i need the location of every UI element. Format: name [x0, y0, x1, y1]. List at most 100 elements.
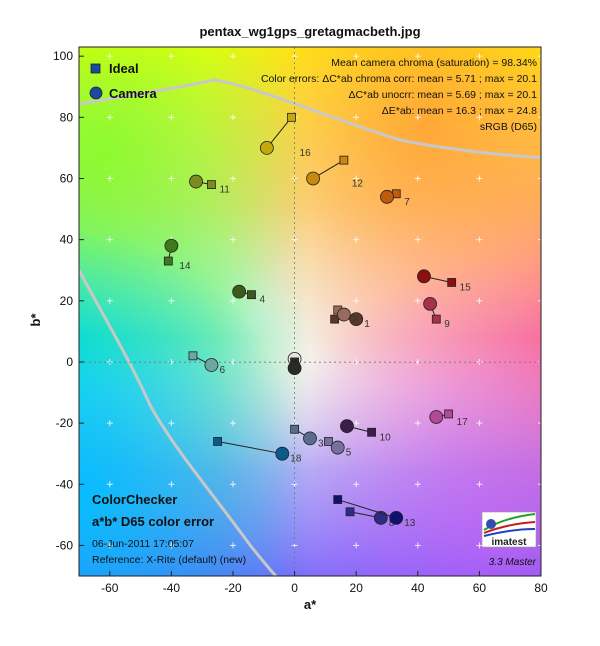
camera-marker	[189, 174, 203, 189]
grid-cross	[106, 420, 113, 427]
legend-ideal-label: Ideal	[109, 61, 139, 76]
y-tick-label: -60	[56, 538, 74, 552]
info-line-2: Color errors: ΔC*ab chroma corr: mean = …	[261, 73, 537, 85]
patch-14: 14	[163, 238, 191, 272]
ideal-marker	[324, 437, 333, 446]
x-axis-label: a*	[304, 597, 317, 612]
y-axis-ticks: -60 -40 -20 0 20 40 60 80 100	[53, 49, 84, 552]
bottom-left-caption: ColorChecker a*b* D65 color error 06-Jun…	[92, 492, 246, 566]
grid-cross	[168, 420, 175, 427]
grid-cross	[106, 114, 113, 121]
camera-marker	[429, 410, 444, 424]
grid-cross	[414, 236, 421, 243]
grid-cross	[476, 236, 483, 243]
grid-cross	[353, 420, 360, 427]
ideal-marker	[213, 437, 223, 446]
y-tick-label: 0	[66, 355, 73, 369]
camera-marker	[204, 358, 219, 372]
grid-cross	[538, 175, 541, 182]
patch-label: 4	[259, 295, 265, 306]
x-tick-label: -20	[224, 581, 242, 595]
grid-cross	[414, 420, 421, 427]
plot-background-violet	[79, 47, 541, 576]
patch-15: 15	[417, 269, 472, 293]
caption-date: 06-Jun-2011 17:05:07	[92, 538, 194, 550]
grid-cross	[538, 297, 541, 304]
patch-label: 15	[460, 282, 472, 293]
grid-cross	[476, 53, 483, 60]
patch-8: 8	[345, 507, 395, 529]
grid-cross	[168, 481, 175, 488]
y-tick-label: -20	[56, 416, 74, 430]
grid-cross	[538, 53, 541, 60]
y-tick-label: 20	[60, 294, 74, 308]
grid-cross	[230, 114, 236, 121]
grid-cross	[353, 297, 360, 304]
ideal-marker	[444, 409, 454, 419]
patch-17: 17	[429, 409, 468, 428]
gamut-boundary-top	[79, 78, 541, 160]
grid-cross	[476, 420, 483, 427]
logo-globe	[486, 519, 496, 529]
camera-marker	[287, 361, 302, 375]
ideal-marker	[367, 427, 377, 437]
grid-cross	[353, 481, 360, 488]
camera-marker	[259, 141, 274, 155]
caption-reference: Reference: X-Rite (default) (new)	[92, 554, 246, 566]
y-tick-label: 100	[53, 49, 73, 63]
gamut-boundary-left	[79, 269, 278, 576]
grid-cross	[414, 114, 421, 121]
chart-title: pentax_wg1gps_gretagmacbeth.jpg	[199, 24, 420, 39]
x-axis-ticks: -60 -40 -20 0 20 40 60 80	[101, 571, 548, 595]
camera-marker	[306, 171, 320, 186]
grid-cross	[353, 236, 360, 243]
caption-colorchecker: ColorChecker	[92, 492, 177, 507]
ideal-marker	[247, 290, 256, 300]
ideal-marker	[287, 112, 296, 122]
patch-label: 5	[346, 448, 352, 459]
grid-cross	[230, 420, 236, 427]
grid-cross	[106, 236, 113, 243]
patch-label: 6	[219, 365, 225, 376]
caption-color-error: a*b* D65 color error	[92, 514, 214, 529]
grid-cross	[476, 114, 483, 121]
grid-cross	[168, 542, 175, 549]
camera-marker	[303, 431, 317, 446]
grid-cross	[106, 175, 113, 182]
grid-cross	[538, 481, 541, 488]
grid-cross	[476, 297, 483, 304]
patch-label: 14	[179, 261, 191, 272]
patch-label: 7	[404, 197, 410, 208]
grid-cross	[476, 542, 483, 549]
grid-cross	[230, 175, 236, 182]
imatest-logo: imatest 3.3 Master	[481, 511, 537, 568]
y-tick-label: 40	[60, 233, 74, 247]
grid-cross	[353, 53, 360, 60]
camera-marker	[330, 440, 345, 455]
ideal-marker	[188, 351, 198, 361]
ideal-marker	[447, 278, 457, 287]
patch-1: 1	[330, 312, 370, 330]
grid-cross	[414, 542, 421, 549]
patch-label: 10	[380, 432, 392, 443]
ideal-marker	[333, 495, 343, 504]
patch-label: 8	[389, 518, 395, 529]
grid-cross	[353, 175, 360, 182]
patch-label: 1	[364, 319, 370, 330]
grid-cross	[353, 114, 360, 121]
camera-marker	[232, 284, 247, 299]
x-tick-label: -40	[163, 581, 181, 595]
plot-frame	[78, 46, 542, 577]
patch-12: 12	[306, 155, 363, 189]
patch-label: 9	[444, 319, 450, 330]
grid-cross	[538, 114, 541, 121]
x-tick-label: 0	[291, 581, 298, 595]
grid-cross	[230, 236, 236, 243]
info-line-4: ΔE*ab: mean = 16.3 ; max = 24.8	[382, 105, 537, 117]
camera-marker	[423, 296, 438, 311]
camera-marker	[373, 511, 388, 525]
patch-neutral	[287, 357, 302, 375]
y-tick-label: 60	[60, 171, 74, 185]
